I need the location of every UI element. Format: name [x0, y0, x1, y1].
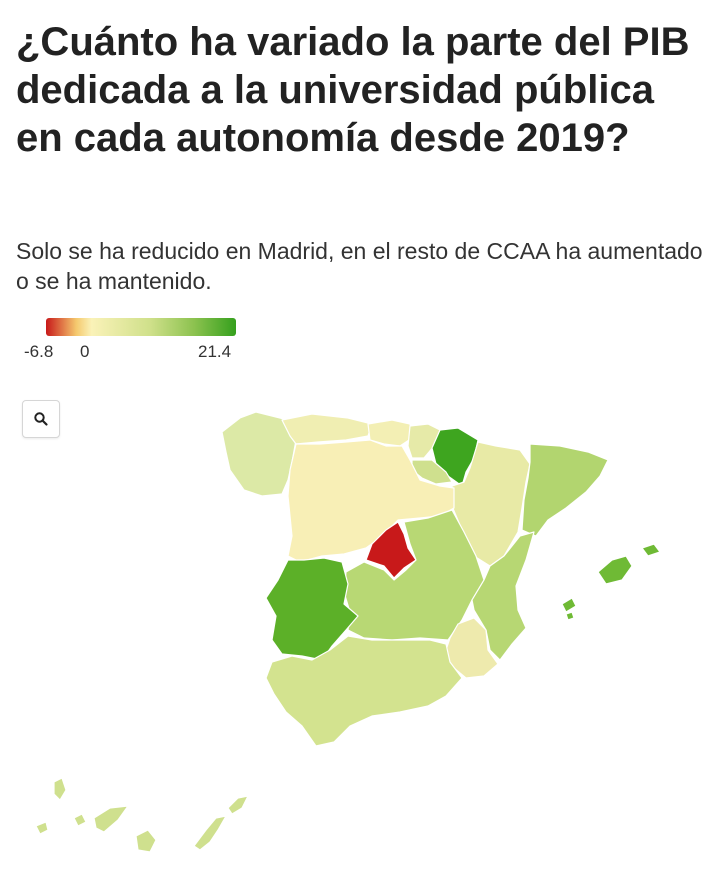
legend-min-label: -6.8: [24, 342, 54, 361]
region-castilla-y-leon[interactable]: [287, 439, 455, 563]
region-andalucia[interactable]: [265, 635, 463, 747]
chart-title: ¿Cuánto ha variado la parte del PIB dedi…: [16, 20, 690, 160]
region-baleares-menorca[interactable]: [641, 543, 661, 557]
map-search-button[interactable]: [22, 400, 60, 438]
spain-regions-map: [35, 411, 661, 853]
search-icon: [34, 412, 48, 426]
region-baleares-formentera[interactable]: [565, 611, 575, 621]
region-canarias-lanzarote[interactable]: [227, 795, 249, 815]
region-canarias-el-hierro[interactable]: [35, 821, 49, 835]
region-canarias-fuerteventura[interactable]: [193, 815, 227, 851]
region-asturias[interactable]: [281, 413, 373, 445]
region-baleares-ibiza[interactable]: [561, 597, 577, 613]
region-pais-vasco[interactable]: [407, 423, 441, 459]
region-canarias-tenerife[interactable]: [93, 805, 129, 833]
legend-max-label: 21.4: [198, 342, 232, 361]
region-cataluna[interactable]: [521, 443, 609, 537]
region-canarias-la-palma[interactable]: [53, 777, 67, 801]
region-castilla-la-mancha[interactable]: [343, 509, 485, 641]
legend-gradient-bar: [46, 318, 236, 336]
region-baleares-mallorca[interactable]: [597, 555, 633, 585]
region-canarias-gran-canaria[interactable]: [135, 829, 157, 853]
region-canarias-la-gomera[interactable]: [73, 813, 87, 827]
region-extremadura[interactable]: [265, 557, 359, 661]
color-legend: -6.8 0 21.4: [20, 316, 250, 366]
chart-subtitle: Solo se ha reducido en Madrid, en el res…: [16, 238, 703, 294]
region-comunidad-valenciana[interactable]: [471, 531, 535, 661]
legend-zero-label: 0: [80, 342, 90, 361]
